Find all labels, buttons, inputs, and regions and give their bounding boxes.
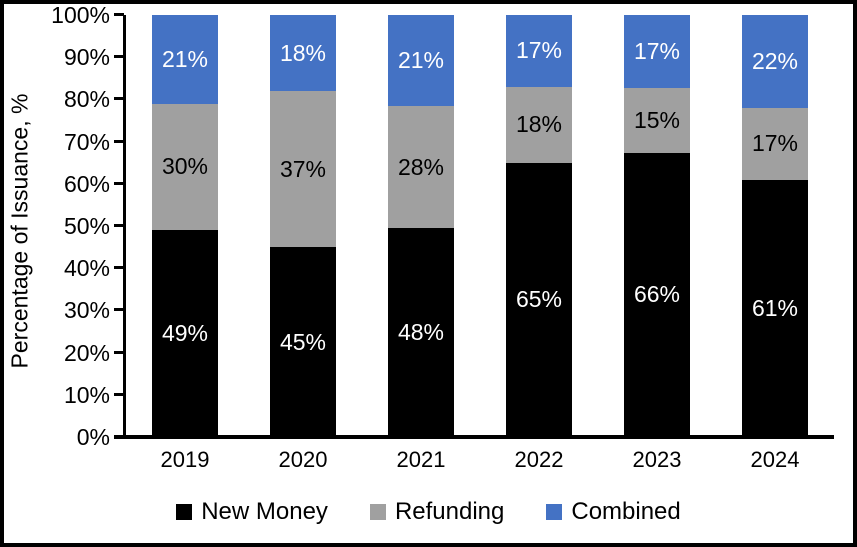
y-tick-label: 50% xyxy=(63,213,110,239)
legend-swatch-icon xyxy=(369,504,386,520)
y-tick-mark xyxy=(114,350,124,354)
segment-refunding: 17% xyxy=(742,107,808,180)
segment-combined: 21% xyxy=(388,15,454,107)
data-label: 37% xyxy=(279,155,327,182)
segment-new-money: 61% xyxy=(742,179,808,437)
y-axis-line xyxy=(123,15,126,439)
plot-area: 49% 30% 21% 45% 37% 18% 48% 28% 21% 65% 18% 17% 66% 1… xyxy=(126,15,834,437)
y-axis-title: Percentage of Issuance, % xyxy=(6,93,33,369)
y-tick-label: 10% xyxy=(63,381,110,408)
bar-2020: 45% 37% 18% xyxy=(244,15,362,437)
data-label: 22% xyxy=(751,47,799,74)
y-tick-mark xyxy=(114,55,124,59)
y-tick-label: 100% xyxy=(51,2,110,28)
data-label: 21% xyxy=(397,47,445,74)
y-tick-label: 80% xyxy=(63,86,110,113)
data-label: 61% xyxy=(751,294,799,321)
segment-new-money: 49% xyxy=(152,230,218,437)
segment-combined: 18% xyxy=(270,15,336,91)
legend-label: Refunding xyxy=(394,498,505,525)
data-label: 17% xyxy=(751,130,799,157)
segment-combined: 22% xyxy=(742,15,808,108)
y-tick-label: 20% xyxy=(63,339,110,366)
segment-refunding: 37% xyxy=(270,90,336,248)
bar-2023: 66% 15% 17% xyxy=(598,15,716,437)
segment-new-money: 66% xyxy=(624,152,690,437)
segment-refunding: 18% xyxy=(506,86,572,163)
x-axis-labels: 2019 2020 2021 2022 2023 2024 xyxy=(126,447,834,473)
segment-new-money: 45% xyxy=(270,247,336,437)
legend-item-new-money: New Money xyxy=(176,498,328,526)
segment-combined: 21% xyxy=(152,15,218,104)
y-tick-mark xyxy=(114,139,124,143)
data-label: 21% xyxy=(161,45,209,72)
x-tick-label: 2024 xyxy=(750,447,800,472)
data-label: 18% xyxy=(515,111,563,138)
y-tick-label: 40% xyxy=(63,255,110,282)
data-label: 30% xyxy=(161,153,209,180)
data-label: 18% xyxy=(279,39,327,66)
data-label: 17% xyxy=(515,37,563,64)
segment-refunding: 15% xyxy=(624,88,690,153)
data-label: 28% xyxy=(397,153,445,180)
y-tick-mark xyxy=(114,266,124,270)
segment-new-money: 65% xyxy=(506,162,572,437)
y-tick-mark xyxy=(114,308,124,312)
legend: New Money Refunding Combined xyxy=(4,498,853,526)
bar-2024: 61% 17% 22% xyxy=(716,15,834,437)
y-tick-label: 90% xyxy=(63,44,110,71)
legend-label: New Money xyxy=(201,498,328,525)
data-label: 66% xyxy=(633,281,681,308)
x-axis-line xyxy=(114,435,834,439)
segment-combined: 17% xyxy=(624,15,690,89)
y-tick-mark xyxy=(114,13,124,16)
segment-combined: 17% xyxy=(506,15,572,87)
data-label: 45% xyxy=(279,328,327,355)
bar-2019: 49% 30% 21% xyxy=(126,15,244,437)
y-tick-label: 0% xyxy=(76,424,110,450)
legend-swatch-icon xyxy=(176,504,193,520)
x-tick-label: 2021 xyxy=(396,447,446,472)
y-tick-mark xyxy=(114,181,124,185)
x-tick-label: 2022 xyxy=(514,447,564,472)
segment-new-money: 48% xyxy=(388,228,454,437)
data-label: 17% xyxy=(633,38,681,65)
data-label: 15% xyxy=(633,107,681,133)
data-label: 48% xyxy=(397,319,445,346)
legend-swatch-icon xyxy=(546,504,563,520)
y-tick-mark xyxy=(114,392,124,396)
segment-refunding: 30% xyxy=(152,103,218,231)
x-tick-label: 2023 xyxy=(632,447,682,472)
data-label: 49% xyxy=(161,320,209,347)
y-tick-label: 70% xyxy=(63,128,110,155)
x-tick-label: 2020 xyxy=(278,447,328,472)
bar-2022: 65% 18% 17% xyxy=(480,15,598,437)
segment-refunding: 28% xyxy=(388,106,454,229)
y-tick-label: 60% xyxy=(63,170,110,197)
y-tick-mark xyxy=(114,97,124,101)
legend-label: Combined xyxy=(571,498,681,525)
y-tick-label: 30% xyxy=(63,297,110,324)
legend-item-combined: Combined xyxy=(546,498,681,526)
legend-item-refunding: Refunding xyxy=(369,498,505,526)
data-label: 65% xyxy=(515,286,563,313)
x-tick-label: 2019 xyxy=(160,447,210,472)
bar-2021: 48% 28% 21% xyxy=(362,15,480,437)
y-tick-mark xyxy=(114,224,124,227)
